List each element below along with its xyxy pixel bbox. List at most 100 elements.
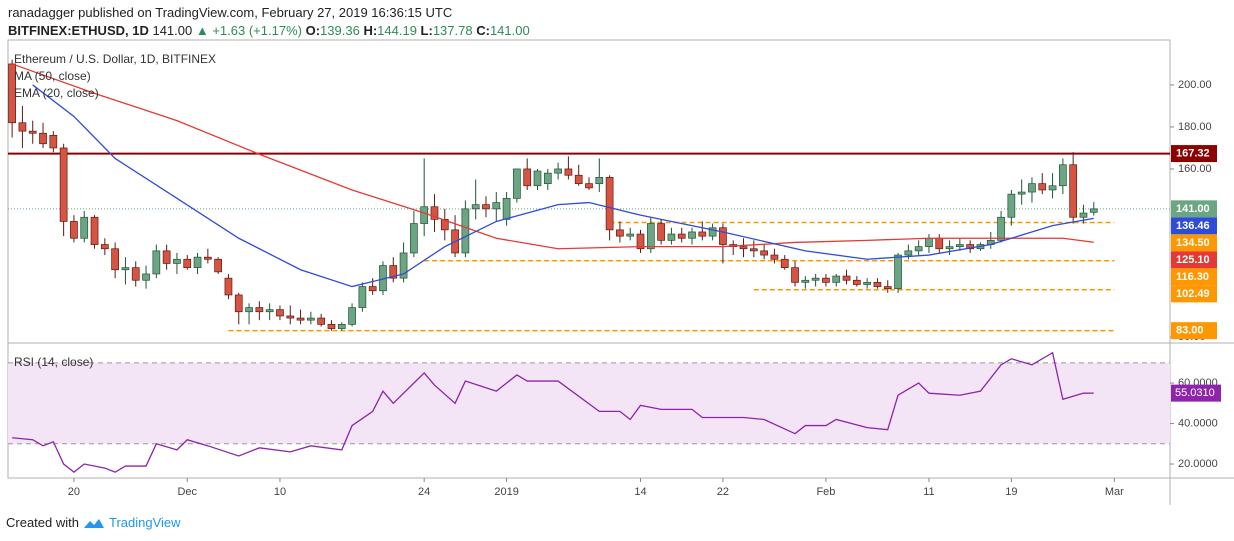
candle-body <box>162 250 171 264</box>
candle-body <box>70 221 78 239</box>
candle-body <box>461 208 470 254</box>
candle-body <box>440 219 449 231</box>
series-line <box>32 84 1094 288</box>
candle-body <box>914 246 923 252</box>
ohlc: O:139.36 H:144.19 L:137.78 C:141.00 <box>306 23 530 38</box>
candle-body <box>90 216 99 245</box>
legend-entry: RSI (14, close) <box>14 355 93 369</box>
candle-body <box>997 216 1005 241</box>
x-tick-label: Mar <box>1105 486 1124 498</box>
candle-body <box>1028 183 1036 193</box>
price-tag <box>1171 234 1217 252</box>
logo <box>83 518 104 528</box>
x-tick-label: 24 <box>418 486 430 498</box>
candle-body <box>832 275 841 283</box>
price-tag <box>1171 384 1221 402</box>
axes: 20Dec102420191422Feb1119Mar80.00160.0018… <box>68 79 1221 498</box>
candle-body <box>945 246 954 250</box>
y-tick-label: 160.00 <box>1178 163 1212 175</box>
ohlc-value: 139.36 <box>320 23 360 38</box>
candle-body <box>883 286 892 290</box>
candle-body <box>1059 164 1067 187</box>
candle-body <box>492 202 501 210</box>
rsi-pane <box>8 351 1170 473</box>
candle-body <box>739 246 748 250</box>
candle-body <box>657 223 665 241</box>
candle-body <box>203 256 212 260</box>
price-tag <box>1171 268 1217 286</box>
x-tick-label: 11 <box>923 486 934 498</box>
candle-body <box>1089 208 1098 213</box>
publisher[interactable]: ranadagger <box>8 5 75 20</box>
published: published on TradingView.com, February 2… <box>78 5 453 20</box>
y-tick-label: 40.0000 <box>1178 417 1218 429</box>
y-tick-label: 20.0000 <box>1178 458 1218 470</box>
candle-body <box>100 244 109 250</box>
candle-body <box>564 168 573 176</box>
candle-body <box>801 279 810 283</box>
candle-body <box>543 172 552 184</box>
candle-body <box>307 317 315 321</box>
candle-body <box>482 204 490 210</box>
price-tag-label: 55.0310 <box>1175 387 1215 399</box>
candle-body <box>193 256 202 269</box>
candle-body <box>502 198 511 220</box>
x-tick-label: Feb <box>816 486 835 498</box>
x-tick-label: Dec <box>177 486 197 498</box>
x-tick-label: 19 <box>1005 486 1017 498</box>
candle-body <box>811 277 820 281</box>
x-tick-label: 22 <box>717 486 729 498</box>
candle-body <box>317 317 326 325</box>
candle-body <box>605 176 614 231</box>
candle-body <box>894 254 902 290</box>
price-tag-label: 102.49 <box>1176 288 1210 300</box>
symbol: BITFINEX:ETHUSD, 1D <box>8 23 149 38</box>
ohlc-value: 144.19 <box>377 23 417 38</box>
candle-body <box>348 307 356 325</box>
brand[interactable]: TradingView <box>108 515 181 530</box>
candle-body <box>296 317 305 321</box>
chart-title: Ethereum / U.S. Dollar, 1D, BITFINEX <box>14 52 216 66</box>
ohlc-key: H: <box>363 23 378 38</box>
header: ranadagger published on TradingView.com,… <box>8 4 530 40</box>
candle-body <box>111 248 119 271</box>
price-tag <box>1171 251 1217 269</box>
x-tick-label: 2019 <box>494 486 518 498</box>
candle-body <box>925 237 933 248</box>
candle-body <box>760 250 768 256</box>
candle-body <box>626 233 635 237</box>
candle-body <box>554 168 562 174</box>
candle-body <box>595 176 604 184</box>
candle-body <box>173 258 181 264</box>
price-tag-label: 134.50 <box>1176 237 1210 249</box>
candle-body <box>1069 164 1078 218</box>
legend-entry: EMA (20, close) <box>14 86 99 100</box>
candle-body <box>1007 193 1016 218</box>
y-tick-label: 180.00 <box>1178 121 1212 133</box>
candle-body <box>39 132 47 145</box>
candle-body <box>1048 185 1057 191</box>
y-tick-label: 200.00 <box>1178 79 1212 91</box>
candle-body <box>574 174 583 184</box>
ohlc-value: 137.78 <box>432 23 473 38</box>
candle-body <box>636 233 645 250</box>
candle-body <box>822 277 830 283</box>
candle-body <box>18 122 27 132</box>
price-tag <box>1171 217 1217 235</box>
price-tag-label: 136.46 <box>1176 220 1210 232</box>
candle-body <box>1038 183 1047 191</box>
price-tag <box>1171 200 1217 218</box>
candle-body <box>904 250 913 256</box>
candle-body <box>420 206 429 224</box>
price: 141.00 <box>152 23 193 38</box>
candle-body <box>131 267 140 281</box>
price-pane <box>8 59 1170 332</box>
price-tag-label: 141.00 <box>1176 203 1210 215</box>
candle-body <box>1079 212 1088 218</box>
candle-body <box>142 273 150 281</box>
x-tick-label: 10 <box>274 486 286 498</box>
candle-body <box>245 307 253 313</box>
candle-body <box>327 324 336 329</box>
candle-body <box>770 254 779 260</box>
